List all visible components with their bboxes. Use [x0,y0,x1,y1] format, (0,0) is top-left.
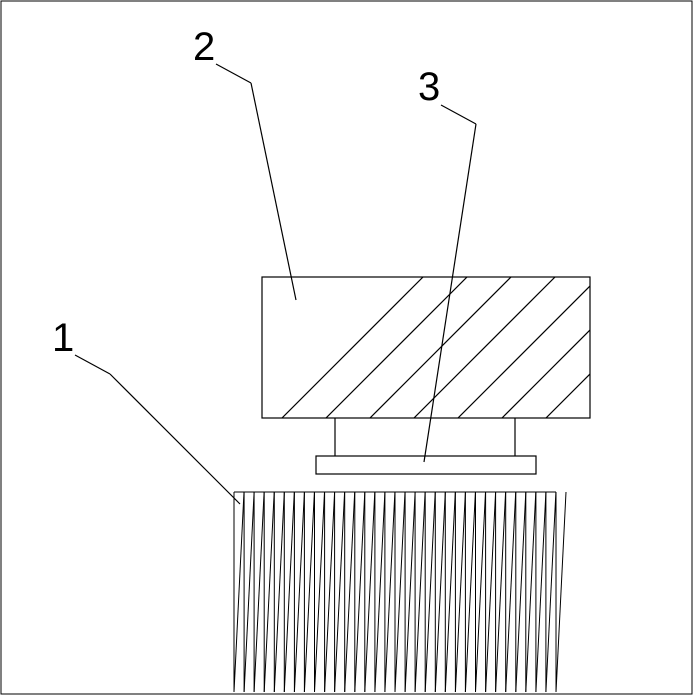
frame [1,1,692,694]
label-1: 1 [52,316,74,360]
labels: 1 2 3 [52,25,440,360]
technical-diagram: 1 2 3 [0,0,693,695]
label-3: 3 [418,65,440,109]
part-1-fringe [234,492,566,692]
label-2: 2 [193,25,215,69]
part-2-hatched-block [150,150,693,550]
